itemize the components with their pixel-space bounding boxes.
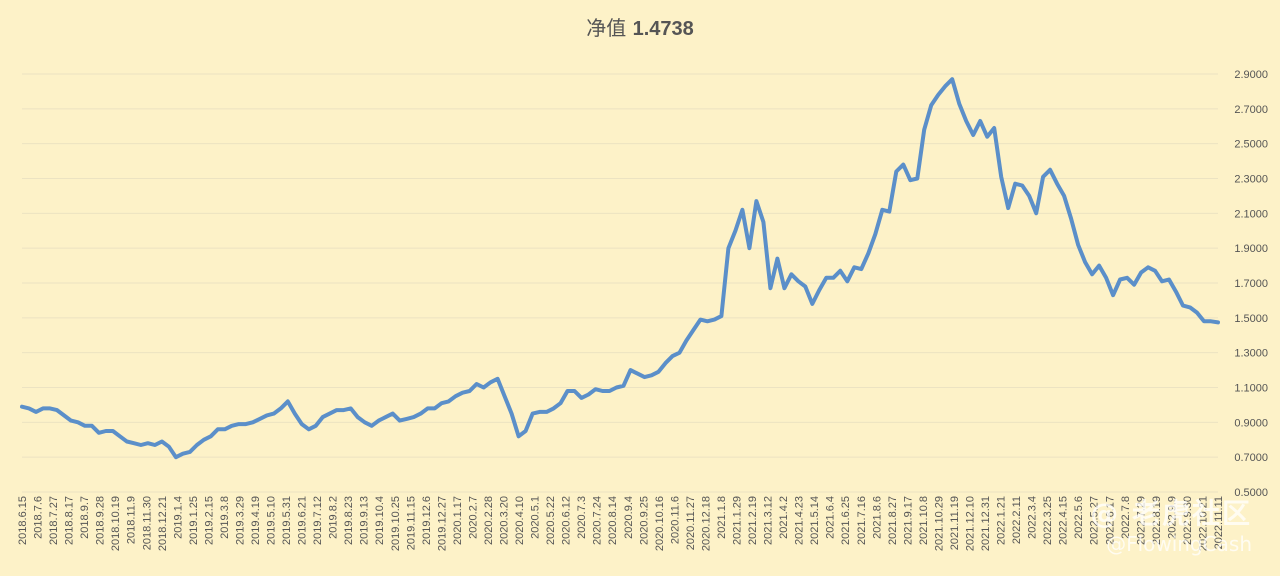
x-tick-label: 2021.8.6 <box>871 496 883 539</box>
x-tick-label: 2020.12.18 <box>700 496 712 551</box>
x-tick-label: 2022.6.17 <box>1104 496 1116 545</box>
watermark-handle: @FlowingCash <box>1106 532 1252 556</box>
x-tick-label: 2022.5.6 <box>1073 496 1085 539</box>
x-tick-label: 2019.5.10 <box>266 496 278 545</box>
x-tick-label: 2018.11.30 <box>141 496 153 550</box>
x-tick-label: 2019.4.19 <box>250 496 262 545</box>
x-tick-label: 2022.7.29 <box>1135 496 1147 545</box>
x-tick-label: 2019.10.25 <box>390 496 402 551</box>
x-tick-label: 2018.9.28 <box>95 496 107 545</box>
x-tick-label: 2021.10.29 <box>933 496 945 551</box>
x-tick-label: 2021.4.2 <box>778 496 790 539</box>
x-tick-label: 2022.7.8 <box>1120 496 1132 539</box>
y-tick-label: 2.7000 <box>1234 104 1268 116</box>
x-tick-label: 2019.9.13 <box>359 496 371 545</box>
watermark-brand: @ 老虎社区 <box>1090 497 1252 530</box>
y-tick-label: 0.7000 <box>1234 452 1268 464</box>
x-tick-label: 2021.1.29 <box>731 496 743 545</box>
x-tick-label: 2021.5.14 <box>809 496 821 545</box>
y-tick-label: 1.7000 <box>1234 278 1268 290</box>
y-tick-label: 2.1000 <box>1234 208 1268 220</box>
x-tick-label: 2020.4.10 <box>514 496 526 545</box>
y-tick-label: 0.9000 <box>1234 417 1268 429</box>
y-tick-label: 0.5000 <box>1234 487 1268 499</box>
x-tick-label: 2020.6.12 <box>561 496 573 545</box>
x-tick-label: 2020.11.6 <box>669 496 681 544</box>
chart-title-prefix: 净值 <box>586 16 627 40</box>
x-tick-label: 2019.6.21 <box>297 496 309 545</box>
x-tick-label: 2018.11.9 <box>126 496 138 544</box>
x-tick-label: 2021.1.8 <box>716 496 728 539</box>
x-tick-label: 2022.1.21 <box>996 496 1008 545</box>
y-tick-label: 2.9000 <box>1234 69 1268 81</box>
x-tick-label: 2020.10.16 <box>654 496 666 551</box>
x-tick-label: 2022.3.25 <box>1042 496 1054 545</box>
y-tick-label: 2.3000 <box>1234 174 1268 186</box>
x-tick-label: 2019.11.15 <box>405 496 417 550</box>
x-tick-label: 2019.1.4 <box>172 496 184 539</box>
x-tick-label: 2019.10.4 <box>374 496 386 545</box>
x-tick-label: 2020.9.4 <box>623 496 635 539</box>
x-tick-label: 2019.2.15 <box>203 496 215 545</box>
x-tick-label: 2018.8.17 <box>64 496 76 545</box>
y-tick-label: 1.5000 <box>1234 313 1268 325</box>
x-tick-label: 2019.5.31 <box>281 496 293 545</box>
x-tick-label: 2022.3.4 <box>1027 496 1039 539</box>
x-tick-label: 2020.9.25 <box>638 496 650 545</box>
x-tick-label: 2021.7.16 <box>856 496 868 545</box>
chart-title-value: 1.4738 <box>632 18 694 40</box>
x-tick-label: 2019.3.29 <box>234 496 246 545</box>
x-tick-label: 2021.4.23 <box>794 496 806 545</box>
x-tick-label: 2020.2.28 <box>483 496 495 545</box>
x-tick-label: 2021.10.8 <box>918 496 930 545</box>
x-tick-label: 2018.7.27 <box>48 496 60 545</box>
x-tick-label: 2018.6.15 <box>17 496 29 545</box>
x-tick-label: 2020.7.3 <box>576 496 588 539</box>
x-tick-label: 2018.10.19 <box>110 496 122 551</box>
x-tick-label: 2020.7.24 <box>592 496 604 545</box>
y-tick-label: 1.3000 <box>1234 348 1268 360</box>
x-tick-label: 2022.9.9 <box>1166 496 1178 539</box>
x-tick-label: 2018.9.7 <box>79 496 91 539</box>
x-tick-label: 2022.5.27 <box>1089 496 1101 545</box>
x-tick-label: 2022.11.11 <box>1213 496 1225 549</box>
x-tick-label: 2020.3.20 <box>499 496 511 545</box>
x-tick-label: 2021.12.10 <box>964 496 976 551</box>
x-tick-label: 2019.1.25 <box>188 496 200 545</box>
x-tick-label: 2019.3.8 <box>219 496 231 539</box>
x-tick-label: 2022.9.30 <box>1182 496 1194 545</box>
x-tick-label: 2019.7.12 <box>312 496 324 545</box>
x-tick-label: 2019.8.2 <box>328 496 340 539</box>
x-tick-label: 2021.9.17 <box>902 496 914 545</box>
watermark: @ 老虎社区 @FlowingCash <box>1090 492 1252 556</box>
x-tick-label: 2021.2.19 <box>747 496 759 545</box>
x-tick-label: 2022.8.19 <box>1151 496 1163 545</box>
x-tick-label: 2022.10.21 <box>1197 496 1209 551</box>
x-tick-label: 2019.8.23 <box>343 496 355 545</box>
y-tick-label: 1.9000 <box>1234 243 1268 255</box>
y-tick-label: 1.1000 <box>1234 383 1268 395</box>
x-tick-label: 2019.12.6 <box>421 496 433 545</box>
x-tick-label: 2021.11.19 <box>949 496 961 550</box>
x-tick-label: 2021.3.12 <box>763 496 775 545</box>
chart-title: 净值 1.4738 <box>0 12 1280 41</box>
y-tick-label: 2.5000 <box>1234 139 1268 151</box>
x-tick-label: 2020.5.1 <box>530 496 542 539</box>
x-tick-label: 2020.11.27 <box>685 496 697 550</box>
x-tick-label: 2018.12.21 <box>157 496 169 551</box>
x-tick-label: 2018.7.6 <box>33 496 45 539</box>
x-tick-label: 2019.12.27 <box>436 496 448 551</box>
x-tick-label: 2022.2.11 <box>1011 496 1023 544</box>
x-tick-label: 2020.5.22 <box>545 496 557 545</box>
x-tick-label: 2021.12.31 <box>980 496 992 551</box>
x-tick-label: 2021.6.25 <box>840 496 852 545</box>
x-tick-label: 2021.8.27 <box>887 496 899 545</box>
x-tick-label: 2021.6.4 <box>825 496 837 539</box>
x-tick-label: 2020.2.7 <box>467 496 479 539</box>
x-tick-label: 2022.4.15 <box>1058 496 1070 545</box>
x-tick-label: 2020.1.17 <box>452 496 464 545</box>
series-line-nav <box>20 77 1220 460</box>
x-tick-label: 2020.8.14 <box>607 496 619 545</box>
